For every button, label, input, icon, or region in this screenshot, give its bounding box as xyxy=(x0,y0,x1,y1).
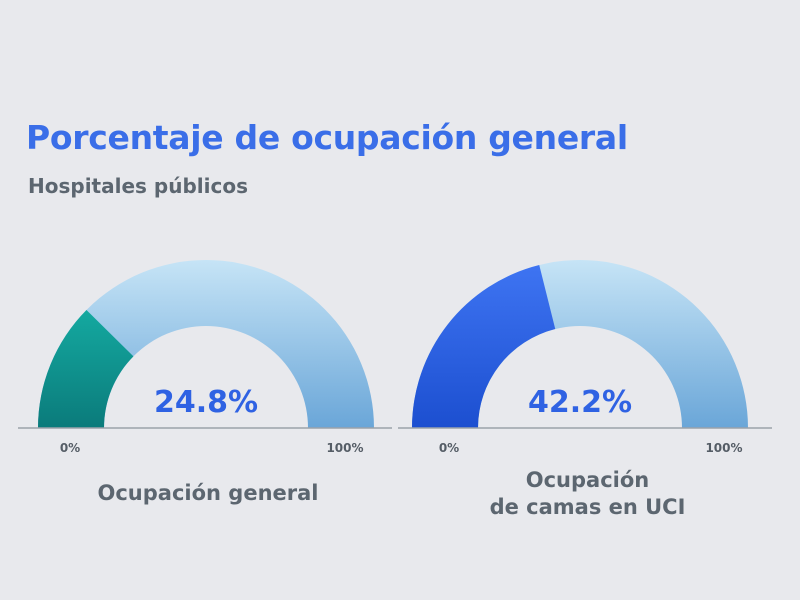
gauge-track xyxy=(38,260,374,428)
gauge-fill xyxy=(412,265,556,428)
gauge-ocupacion-uci: 42.2% 0% 100% xyxy=(398,260,772,455)
gauge-max-label: 100% xyxy=(326,441,363,455)
gauge-min-label: 0% xyxy=(439,441,459,455)
gauge-value-label: 42.2% xyxy=(528,385,632,420)
gauge-caption-line: Ocupación xyxy=(525,468,650,492)
gauge-fill xyxy=(38,309,134,428)
gauge-caption-line: de camas en UCI xyxy=(489,495,686,519)
gauge-min-label: 0% xyxy=(60,441,80,455)
gauge-ocupacion-general: 24.8% 0% 100% xyxy=(18,260,392,455)
chart-subtitle: Hospitales públicos xyxy=(28,174,248,198)
gauge-max-label: 100% xyxy=(705,441,742,455)
gauge-caption: Ocupación de camas en UCI xyxy=(415,467,760,521)
gauge-caption: Ocupación general xyxy=(97,481,319,505)
gauge-value-label: 24.8% xyxy=(154,385,258,420)
chart-title: Porcentaje de ocupación general xyxy=(26,118,628,157)
